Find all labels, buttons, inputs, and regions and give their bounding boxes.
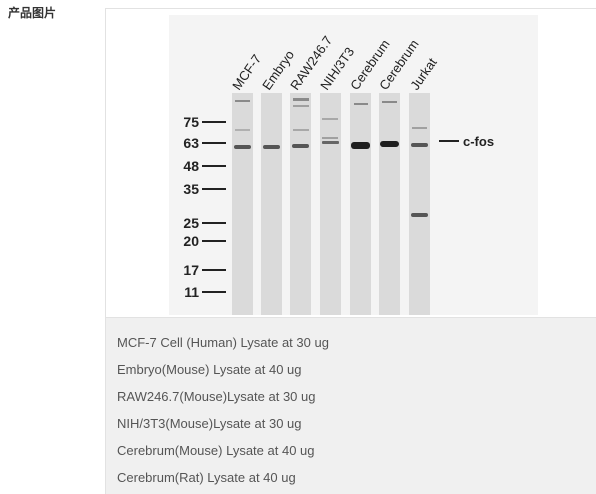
caption-item: RAW246.7(Mouse)Lysate at 30 ug [117,389,316,404]
lanes [232,93,430,315]
caption-item: Embryo(Mouse) Lysate at 40 ug [117,362,302,377]
marker-label: 11 [184,284,199,300]
marker-labels: 75 63 48 35 25 20 17 11 [183,114,199,300]
band [293,129,309,131]
lane-2 [261,93,282,315]
caption-item: Cerebrum(Mouse) Lysate at 40 ug [117,443,315,458]
lane-6 [379,93,400,315]
marker-label: 75 [183,114,199,130]
western-blot-image: 75 63 48 35 25 20 17 11 MCF-7 Embryo RAW… [169,15,538,315]
band [412,127,427,129]
lane-label: Jurkat [407,55,440,93]
marker-ticks [202,121,226,293]
band [293,98,309,101]
top-bands [235,98,427,139]
band-label: c-fos [463,134,494,149]
lane-5 [350,93,371,315]
band [411,213,428,217]
western-blot-svg: 75 63 48 35 25 20 17 11 MCF-7 Embryo RAW… [183,33,494,315]
band [235,129,250,131]
marker-label: 20 [183,233,199,249]
caption-item: MCF-7 Cell (Human) Lysate at 30 ug [117,335,329,350]
caption-item: NIH/3T3(Mouse)Lysate at 30 ug [117,416,302,431]
image-panel: 75 63 48 35 25 20 17 11 MCF-7 Embryo RAW… [105,8,596,494]
band [351,142,370,149]
marker-label: 63 [183,135,199,151]
marker-label: 48 [183,158,199,174]
c-fos-bands [234,141,428,217]
caption-list: MCF-7 Cell (Human) Lysate at 30 ug Embry… [106,317,596,494]
marker-label: 17 [183,262,199,278]
band [380,141,399,147]
marker-label: 35 [183,181,199,197]
band [293,105,309,107]
lane-4 [320,93,341,315]
lane-label: MCF-7 [229,52,264,93]
marker-label: 25 [183,215,199,231]
lane-7 [409,93,430,315]
band [235,100,250,102]
band [322,137,338,139]
image-area: 75 63 48 35 25 20 17 11 MCF-7 Embryo RAW… [106,9,596,317]
section-label: 产品图片 [8,6,57,20]
band [382,101,397,103]
lane-labels: MCF-7 Embryo RAW246.7 NIH/3T3 Cerebrum C… [229,33,440,93]
band [354,103,368,105]
band [263,145,280,149]
band [411,143,428,147]
band [234,145,251,149]
band [322,118,338,120]
caption-item: Cerebrum(Rat) Lysate at 40 ug [117,470,296,485]
band [292,144,309,148]
band [322,141,339,144]
lane-3 [290,93,311,315]
lane-1 [232,93,253,315]
